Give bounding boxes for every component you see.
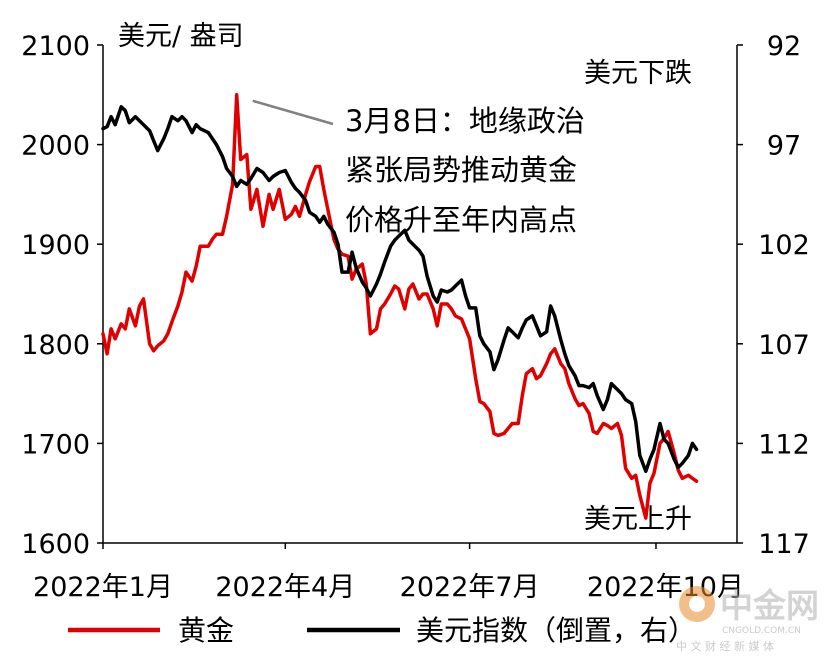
right-tick-label: 97 (767, 131, 801, 162)
annotation-line-2: 紧张局势推动黄金 (345, 153, 577, 187)
annotation: 3月8日：地缘政治 紧张局势推动黄金 价格升至年内高点 (345, 104, 585, 237)
watermark-logo-text: 中金网 (720, 586, 819, 625)
watermark-logo-inner-icon (689, 596, 705, 612)
left-tick-label: 1600 (21, 529, 90, 560)
left-tick-label: 2000 (21, 131, 90, 162)
watermark: 中金网 CNGOLD.COM.CN 中 文 财 经 新 媒 体 (676, 586, 819, 653)
x-tick-label: 2022年7月 (400, 572, 540, 603)
dollar-down-note: 美元下跌 (584, 58, 692, 89)
legend: 黄金 美元指数（倒置，右） (68, 614, 696, 647)
left-axis-ticks: 1600 1700 1800 1900 2000 2100 (21, 31, 103, 560)
right-tick-label: 112 (758, 429, 810, 460)
gold-price-line (101, 93, 699, 520)
x-tick-label: 2022年10月 (587, 572, 744, 603)
annotation-line-3: 价格升至年内高点 (345, 203, 577, 237)
x-tick-label: 2022年1月 (33, 572, 173, 603)
annotation-line-1: 3月8日：地缘政治 (345, 104, 585, 138)
right-tick-label: 117 (758, 529, 810, 560)
legend-label-dollar: 美元指数（倒置，右） (416, 614, 696, 647)
left-tick-label: 1900 (21, 230, 90, 261)
left-tick-label: 1800 (21, 330, 90, 361)
right-tick-label: 102 (758, 230, 810, 261)
dollar-up-note: 美元上升 (584, 504, 692, 535)
series-layer (101, 93, 699, 520)
left-axis-title: 美元/ 盎司 (118, 21, 244, 52)
x-tick-label: 2022年4月 (215, 572, 355, 603)
right-tick-label: 92 (767, 31, 801, 62)
right-tick-label: 107 (758, 330, 810, 361)
watermark-tagline: 中 文 财 经 新 媒 体 (676, 639, 774, 653)
left-tick-label: 1700 (21, 429, 90, 460)
left-tick-label: 2100 (21, 31, 90, 62)
right-axis-ticks: 92 97 102 107 112 117 (737, 31, 810, 560)
annotation-leader-line (252, 99, 334, 126)
watermark-url: CNGOLD.COM.CN (722, 626, 801, 636)
legend-label-gold: 黄金 (178, 614, 234, 647)
x-axis-ticks: 2022年1月 2022年4月 2022年7月 2022年10月 (33, 543, 744, 603)
dollar-index-inverted-line (101, 105, 699, 474)
